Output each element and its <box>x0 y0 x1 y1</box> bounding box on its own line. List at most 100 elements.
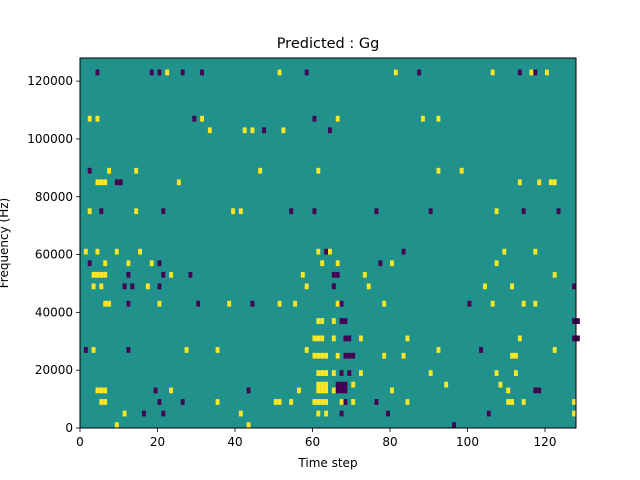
heatmap-cell <box>510 399 515 405</box>
heatmap-cell <box>328 127 332 134</box>
heatmap-cell <box>366 283 371 290</box>
heatmap-cell <box>486 410 491 417</box>
heatmap-cell <box>277 399 282 405</box>
y-tick-label: 0 <box>65 421 73 435</box>
heatmap-cell <box>215 347 220 353</box>
heatmap-cell <box>91 271 96 278</box>
heatmap-cell <box>521 399 526 405</box>
heatmap-cell <box>316 399 321 405</box>
heatmap-cell <box>207 127 212 134</box>
heatmap-cell <box>533 69 538 76</box>
heatmap-cell <box>331 271 336 278</box>
heatmap-cell <box>91 347 96 353</box>
heatmap-cell <box>126 347 131 353</box>
heatmap-cell <box>289 208 294 215</box>
heatmap-cell <box>339 370 344 376</box>
heatmap-cell <box>184 347 189 353</box>
heatmap-cell <box>231 208 236 215</box>
heatmap-cell <box>196 300 201 307</box>
heatmap-cell <box>169 271 174 278</box>
heatmap-cell <box>316 370 321 376</box>
heatmap-cell <box>316 318 321 324</box>
heatmap-cell <box>324 248 329 255</box>
heatmap-cell <box>556 208 561 215</box>
heatmap-cell <box>161 410 166 417</box>
heatmap-cell <box>304 347 309 353</box>
heatmap-cell <box>405 335 410 342</box>
heatmap-cell <box>145 283 150 290</box>
heatmap-cell <box>114 422 119 428</box>
heatmap-cell <box>157 399 162 405</box>
heatmap-cell <box>347 370 352 376</box>
heatmap-cell <box>103 399 108 405</box>
heatmap-cell <box>521 208 526 215</box>
x-tick-label: 60 <box>305 435 320 449</box>
y-tick-label: 120000 <box>27 74 73 88</box>
heatmap-cell <box>103 387 108 394</box>
heatmap-cell <box>335 271 340 278</box>
heatmap-cell <box>246 422 251 428</box>
heatmap-cell <box>95 271 100 278</box>
heatmap-cell <box>483 283 487 290</box>
heatmap-cell <box>494 370 499 376</box>
heatmap-cells <box>83 69 580 428</box>
heatmap-cell <box>494 208 499 215</box>
heatmap-cell <box>328 248 332 255</box>
heatmap-cell <box>331 318 336 324</box>
heatmap-cell <box>114 179 119 186</box>
heatmap-cell <box>401 248 406 255</box>
heatmap-cell <box>95 115 100 122</box>
heatmap-cell <box>99 179 104 186</box>
heatmap-cell <box>324 410 329 417</box>
heatmap-cell <box>320 260 325 267</box>
heatmap-cell <box>95 179 100 186</box>
heatmap-cell <box>300 271 305 278</box>
heatmap-cell <box>95 248 100 255</box>
heatmap-cell <box>289 399 294 405</box>
heatmap-cell <box>200 69 205 76</box>
heatmap-cell <box>428 370 433 376</box>
heatmap-cell <box>533 387 538 394</box>
heatmap-cell <box>157 300 162 307</box>
heatmap-cell <box>459 167 464 174</box>
heatmap-cell <box>304 69 309 76</box>
heatmap-cell <box>533 300 538 307</box>
heatmap-cell <box>320 370 325 376</box>
heatmap-cell <box>293 300 298 307</box>
heatmap-cell <box>316 387 321 394</box>
heatmap-cell <box>335 381 340 388</box>
heatmap-cell <box>83 248 88 255</box>
heatmap-cell <box>215 399 220 405</box>
heatmap-cell <box>514 370 518 376</box>
heatmap-cell <box>572 410 577 417</box>
heatmap-cell <box>362 271 367 278</box>
heatmap-cell <box>149 260 154 267</box>
heatmap-cell <box>95 387 100 394</box>
heatmap-cell <box>138 248 143 255</box>
heatmap-cell <box>320 335 325 342</box>
y-tick-label: 80000 <box>35 190 73 204</box>
heatmap-cell <box>552 179 557 186</box>
heatmap-cell <box>176 179 181 186</box>
heatmap-cell <box>312 208 317 215</box>
heatmap-cell <box>130 283 135 290</box>
heatmap-cell <box>238 410 243 417</box>
heatmap-cell <box>479 347 484 353</box>
heatmap-cell <box>227 300 232 307</box>
heatmap-cell <box>180 399 185 405</box>
heatmap-cell <box>103 260 108 267</box>
heatmap-cell <box>273 399 278 405</box>
x-tick-label: 0 <box>76 435 84 449</box>
plot-area <box>80 58 580 428</box>
heatmap-cell <box>238 208 243 215</box>
heatmap-cell <box>320 318 325 324</box>
heatmap-cell <box>386 410 391 417</box>
heatmap-cell <box>324 399 329 405</box>
heatmap-cell <box>316 248 321 255</box>
heatmap-cell <box>436 347 441 353</box>
heatmap-cell <box>428 208 433 215</box>
heatmap-cell <box>351 399 356 405</box>
heatmap-cell <box>335 387 340 394</box>
heatmap-cell <box>316 381 321 388</box>
heatmap-cell <box>107 167 112 174</box>
